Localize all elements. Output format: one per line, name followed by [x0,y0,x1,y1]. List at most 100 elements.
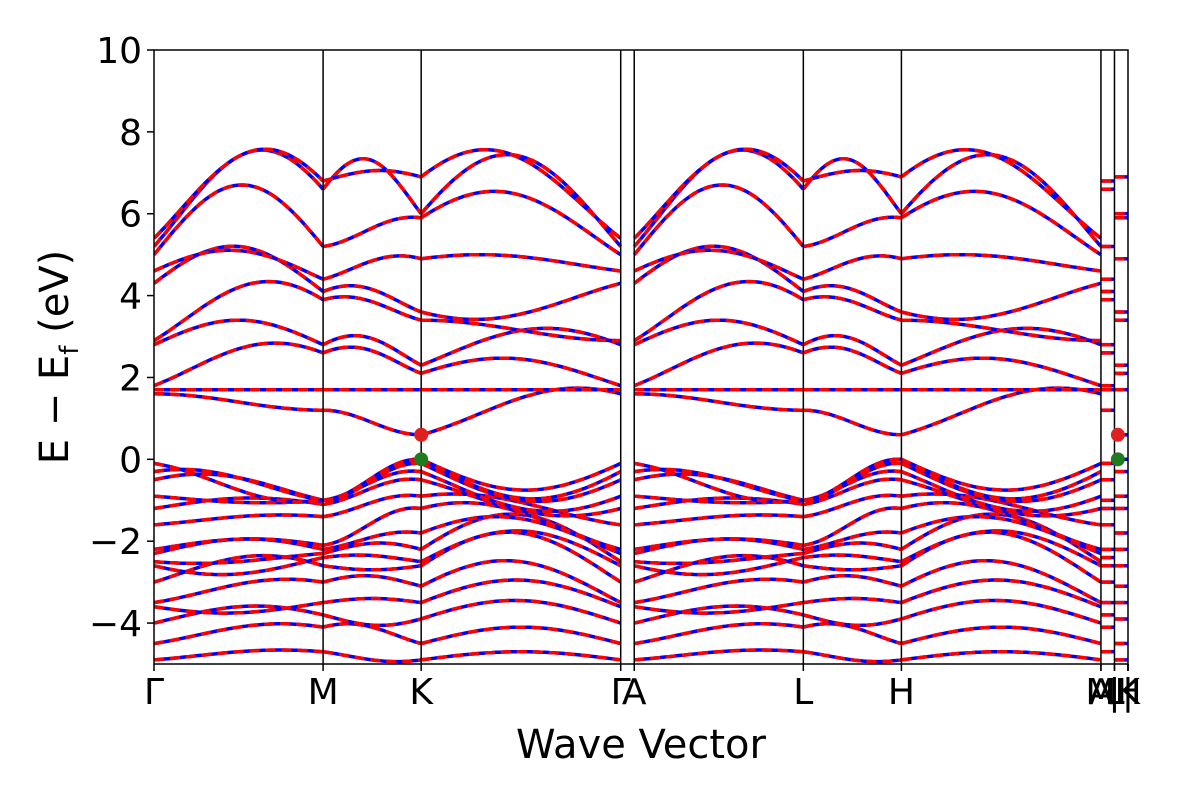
band-line-dashed-3-5 [633,553,804,584]
band-line-dashed-0-4 [154,577,324,605]
band-line-dashed-5-21 [900,281,1102,322]
band-line-dashed-1-6 [322,553,422,564]
x-axis-ticks: Γ M K ΓA L H AM|LH|K [144,664,1142,713]
band-line-dashed-5-16 [900,386,1102,437]
y-tick-label: −2 [89,522,142,563]
band-line-dashed-3-16 [634,392,804,412]
band-line-solid-5-16 [900,386,1102,437]
band-line-dashed-0-3 [154,600,324,615]
band-line-dashed-3-0 [634,648,804,662]
band-line-dashed-2-24 [419,152,623,248]
band-line-dashed-4-3 [803,596,902,605]
x-tick-label: K [1116,672,1141,713]
band-line-dashed-4-1 [802,622,902,646]
band-line-solid-5-18 [900,356,1102,388]
band-line-dashed-0-7 [154,551,324,566]
band-line-dashed-2-12 [420,469,622,514]
band-line-dashed-0-15 [154,461,324,504]
x-tick-label: | [1108,672,1120,713]
band-line-dashed-0-14 [154,467,324,503]
band-line-dashed-0-6 [154,555,324,577]
band-line-dashed-2-3 [420,578,622,609]
band-line-dashed-2-25 [420,147,622,240]
x-axis-label: Wave Vector [516,722,767,768]
marker-vbm [1110,452,1125,467]
band-line-dashed-1-24 [321,156,423,215]
band-lines [154,147,1128,664]
band-line-dashed-2-1 [420,625,622,646]
y-tick-label: −4 [89,604,142,645]
band-line-dashed-0-25 [154,147,325,240]
marker-vbm [414,452,429,467]
plot-frame [153,49,1129,665]
band-line-solid-2-16 [420,386,622,437]
band-line-solid-2-1 [420,625,622,646]
x-tick-label: M [308,672,339,713]
band-line-dashed-1-7 [322,541,422,556]
x-tick-label: Γ [611,672,631,713]
band-line-solid-3-18 [633,341,804,388]
band-line-solid-5-3 [900,578,1102,609]
band-line-dashed-5-24 [900,152,1103,248]
x-tick-label: | [1122,672,1134,713]
band-line-dashed-5-4 [900,558,1102,605]
band-line-solid-2-18 [420,356,622,388]
x-tick-label: A [1089,672,1114,713]
band-line-dashed-5-15 [900,457,1102,492]
band-line-dashed-0-24 [154,148,325,248]
x-tick-label: L [1104,672,1124,713]
band-line-dashed-2-13 [420,461,622,504]
band-line-dashed-2-10 [420,492,621,527]
band-line-dashed-2-21 [420,281,622,322]
band-line-dashed-1-11 [322,477,422,507]
band-line-dashed-3-19 [633,318,805,347]
x-tick-label: M [1085,672,1116,713]
marker-cbm [414,427,429,442]
band-line-dashed-4-10 [803,493,902,519]
band-line-dashed-5-25 [900,147,1102,240]
band-line-dashed-3-14 [633,467,804,503]
band-line-dashed-0-16 [154,392,324,412]
band-line-solid-0-18 [154,341,324,388]
band-line-dashed-3-10 [634,513,804,527]
band-line-dashed-2-6 [420,529,622,568]
band-line-dashed-1-4 [322,573,422,588]
band-line-dashed-4-5 [803,564,902,572]
band-line-dashed-3-6 [633,555,804,577]
band-line-dashed-3-15 [633,461,804,504]
band-line-dashed-2-16 [420,386,622,437]
band-line-dashed-5-10 [901,492,1102,527]
band-line-dashed-4-8 [803,530,902,552]
band-line-dashed-4-21 [802,284,903,314]
band-line-dashed-1-19 [322,333,423,367]
band-line-dashed-3-21 [633,244,805,293]
band-line-dashed-0-20 [154,279,325,343]
band-line-dashed-1-25 [322,168,422,183]
band-line-solid-5-1 [900,625,1102,646]
y-axis-label: E − Ef (eV) [32,250,85,465]
band-line-dashed-2-4 [420,558,622,605]
band-line-dashed-1-3 [322,596,422,605]
band-line-dashed-0-10 [154,513,324,527]
band-line-dashed-4-2 [802,613,902,628]
band-line-dashed-1-20 [322,295,422,322]
band-line-dashed-3-24 [632,148,805,248]
band-edge-markers [414,427,1125,467]
y-tick-label: 6 [119,195,142,236]
x-tick-label: A [622,672,647,713]
band-line-dashed-0-0 [154,648,324,662]
band-line-dashed-5-12 [900,469,1102,514]
band-line-dashed-3-11 [633,496,804,511]
band-line-dashed-3-25 [632,147,805,240]
band-line-dashed-5-14 [900,457,1102,501]
band-line-dashed-0-2 [154,604,324,625]
band-line-dashed-1-16 [323,408,422,437]
x-tick-label: K [409,672,434,713]
band-line-dashed-4-15 [803,457,902,503]
band-line-dashed-5-1 [900,625,1102,646]
y-axis-label-unit: (eV) [32,250,78,346]
x-tick-label: L [793,672,813,713]
band-line-solid-2-3 [420,578,622,609]
band-line-dashed-1-9 [322,506,422,548]
